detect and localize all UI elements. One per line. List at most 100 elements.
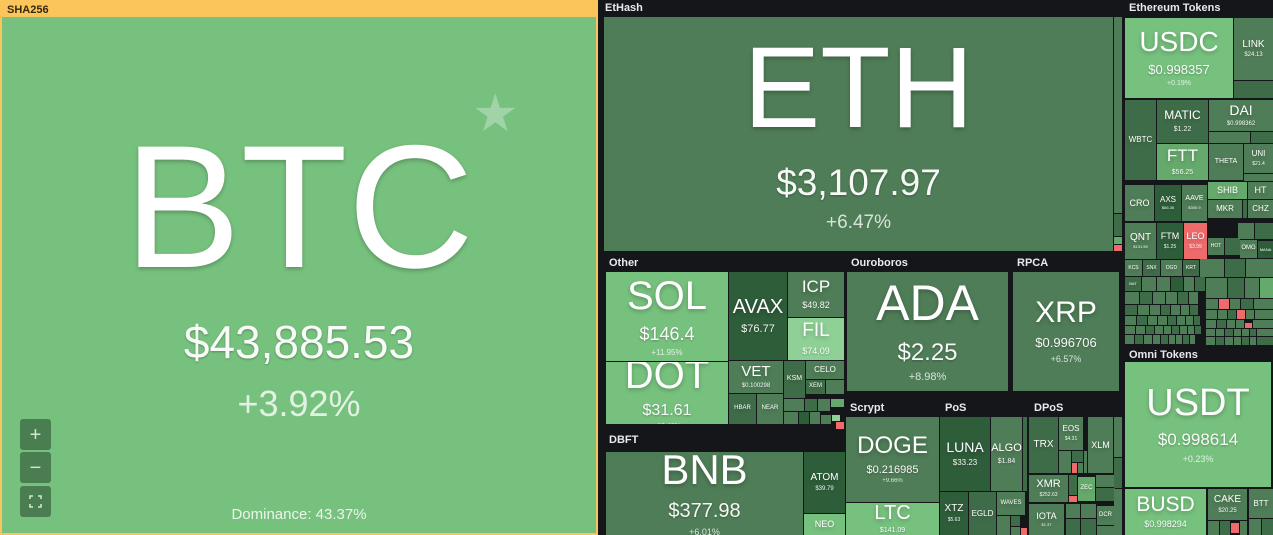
heatmap-cell[interactable] <box>1225 259 1245 277</box>
heatmap-cell[interactable] <box>1230 299 1240 309</box>
heatmap-cell[interactable] <box>1084 451 1087 473</box>
tile-btt[interactable]: BTT <box>1249 489 1273 518</box>
heatmap-cell[interactable] <box>784 412 798 424</box>
heatmap-cell[interactable] <box>1186 316 1193 325</box>
tile-uni[interactable]: UNI $21.4 <box>1244 144 1273 173</box>
heatmap-cell[interactable] <box>1114 489 1122 535</box>
heatmap-cell[interactable] <box>1242 329 1249 336</box>
heatmap-cell[interactable] <box>1011 516 1020 526</box>
heatmap-cell[interactable] <box>1125 316 1136 325</box>
heatmap-cell[interactable] <box>1208 521 1219 535</box>
heatmap-cell[interactable] <box>1172 326 1179 334</box>
heatmap-cell[interactable] <box>1114 17 1122 213</box>
tile-axs[interactable]: AXS $66.36 <box>1155 185 1181 221</box>
heatmap-cell[interactable] <box>1081 519 1096 535</box>
heatmap-cell[interactable] <box>1220 521 1230 535</box>
tile-avax[interactable]: AVAX $76.77 <box>729 272 787 360</box>
tile-snx[interactable]: SNX <box>1143 260 1160 276</box>
heatmap-cell[interactable] <box>1178 292 1188 304</box>
heatmap-cell[interactable] <box>1231 523 1239 533</box>
heatmap-cell[interactable] <box>1072 463 1077 473</box>
heatmap-cell[interactable] <box>1125 305 1137 315</box>
heatmap-cell[interactable] <box>1217 320 1226 328</box>
tile-xlm[interactable]: XLM <box>1088 417 1113 473</box>
tile-krt[interactable]: KRT <box>1183 260 1199 276</box>
heatmap-cell[interactable] <box>1066 519 1080 535</box>
tile-ada[interactable]: ADA $2.25 +8.98% <box>847 272 1008 391</box>
tile-neo[interactable]: NEO <box>804 514 845 535</box>
tile-iota[interactable]: IOTA $1.37 <box>1029 504 1064 535</box>
heatmap-cell[interactable] <box>1262 519 1273 535</box>
heatmap-cell[interactable] <box>1234 337 1241 345</box>
heatmap-cell[interactable] <box>1245 278 1259 298</box>
heatmap-cell[interactable] <box>1244 174 1273 181</box>
heatmap-cell[interactable] <box>1206 278 1227 298</box>
tile-xtz[interactable]: XTZ $5.63 <box>940 492 968 535</box>
heatmap-cell[interactable] <box>997 516 1010 535</box>
heatmap-cell[interactable] <box>1164 326 1171 334</box>
tile-kcs[interactable]: KCS <box>1125 260 1142 276</box>
heatmap-cell[interactable] <box>1125 335 1134 344</box>
tile-trx[interactable]: TRX <box>1029 417 1058 473</box>
heatmap-cell[interactable] <box>1150 305 1160 315</box>
heatmap-cell[interactable] <box>1228 310 1236 319</box>
heatmap-cell[interactable] <box>1236 320 1244 328</box>
heatmap-cell[interactable] <box>1158 316 1167 325</box>
heatmap-cell[interactable] <box>1245 323 1252 328</box>
heatmap-cell[interactable] <box>805 399 817 411</box>
heatmap-cell[interactable] <box>1135 335 1143 344</box>
heatmap-cell[interactable] <box>1140 292 1152 304</box>
heatmap-cell[interactable] <box>1097 526 1114 535</box>
tile-aave[interactable]: AAVE $300.9 <box>1182 185 1207 221</box>
heatmap-cell[interactable] <box>1246 259 1273 277</box>
tile-near[interactable]: NEAR <box>757 394 783 424</box>
heatmap-cell[interactable] <box>1021 528 1027 535</box>
tile-eth[interactable]: ETH $3,107.97 +6.47% <box>604 17 1113 251</box>
heatmap-cell[interactable] <box>1136 326 1145 334</box>
tile-btc[interactable]: BTC $43,885.53 +3.92% Dominance: 43.37% <box>2 17 596 533</box>
tile-usdc[interactable]: USDC $0.998357 +0.19% <box>1125 18 1233 98</box>
heatmap-cell[interactable] <box>1190 335 1195 344</box>
tile-bat[interactable]: BAT <box>1125 277 1141 291</box>
heatmap-cell[interactable] <box>1146 326 1154 334</box>
tile-cake[interactable]: CAKE $20.25 <box>1208 489 1247 520</box>
heatmap-cell[interactable] <box>1206 310 1217 319</box>
heatmap-cell[interactable] <box>1234 329 1241 336</box>
tile-xrp[interactable]: XRP $0.996706 +6.57% <box>1013 272 1119 391</box>
tile-zec[interactable]: ZEC <box>1078 477 1095 501</box>
tile-busd[interactable]: BUSD $0.998294 <box>1125 489 1206 535</box>
heatmap-cell[interactable] <box>1072 451 1083 462</box>
tile-omg[interactable]: OMG <box>1240 240 1257 258</box>
heatmap-cell[interactable] <box>1168 316 1176 325</box>
heatmap-cell[interactable] <box>1096 475 1115 487</box>
tile-ht[interactable]: HT <box>1248 182 1273 199</box>
tile-xem[interactable]: XEM <box>806 380 825 394</box>
heatmap-cell[interactable] <box>1253 320 1273 328</box>
favorite-star-icon[interactable]: ★ <box>472 85 519 143</box>
heatmap-cell[interactable] <box>821 415 831 424</box>
heatmap-cell[interactable] <box>1216 329 1224 336</box>
tile-theta[interactable]: THETA <box>1209 144 1243 180</box>
tile-leo[interactable]: LEO $3.99 <box>1184 223 1207 259</box>
heatmap-cell[interactable] <box>1219 299 1229 309</box>
zoom-in-button[interactable]: + <box>20 419 51 450</box>
tile-dcr[interactable]: DCR <box>1097 506 1114 525</box>
tile-ftm[interactable]: FTM $1.25 <box>1157 223 1183 259</box>
heatmap-cell[interactable] <box>1225 329 1233 336</box>
heatmap-cell[interactable] <box>1011 527 1020 535</box>
heatmap-cell[interactable] <box>1241 299 1253 309</box>
heatmap-cell[interactable] <box>1078 463 1083 473</box>
heatmap-cell[interactable] <box>1138 305 1149 315</box>
heatmap-cell[interactable] <box>1161 335 1168 344</box>
heatmap-cell[interactable] <box>1157 277 1170 291</box>
heatmap-cell[interactable] <box>1194 316 1200 325</box>
heatmap-cell[interactable] <box>1125 326 1135 334</box>
heatmap-cell[interactable] <box>1161 305 1170 315</box>
tile-mkr[interactable]: MKR <box>1208 200 1242 218</box>
heatmap-cell[interactable] <box>1059 451 1071 473</box>
heatmap-cell[interactable] <box>1195 277 1205 291</box>
heatmap-cell[interactable] <box>1169 335 1175 344</box>
heatmap-cell[interactable] <box>1200 259 1224 277</box>
fullscreen-button[interactable] <box>20 486 51 517</box>
heatmap-cell[interactable] <box>1206 320 1216 328</box>
